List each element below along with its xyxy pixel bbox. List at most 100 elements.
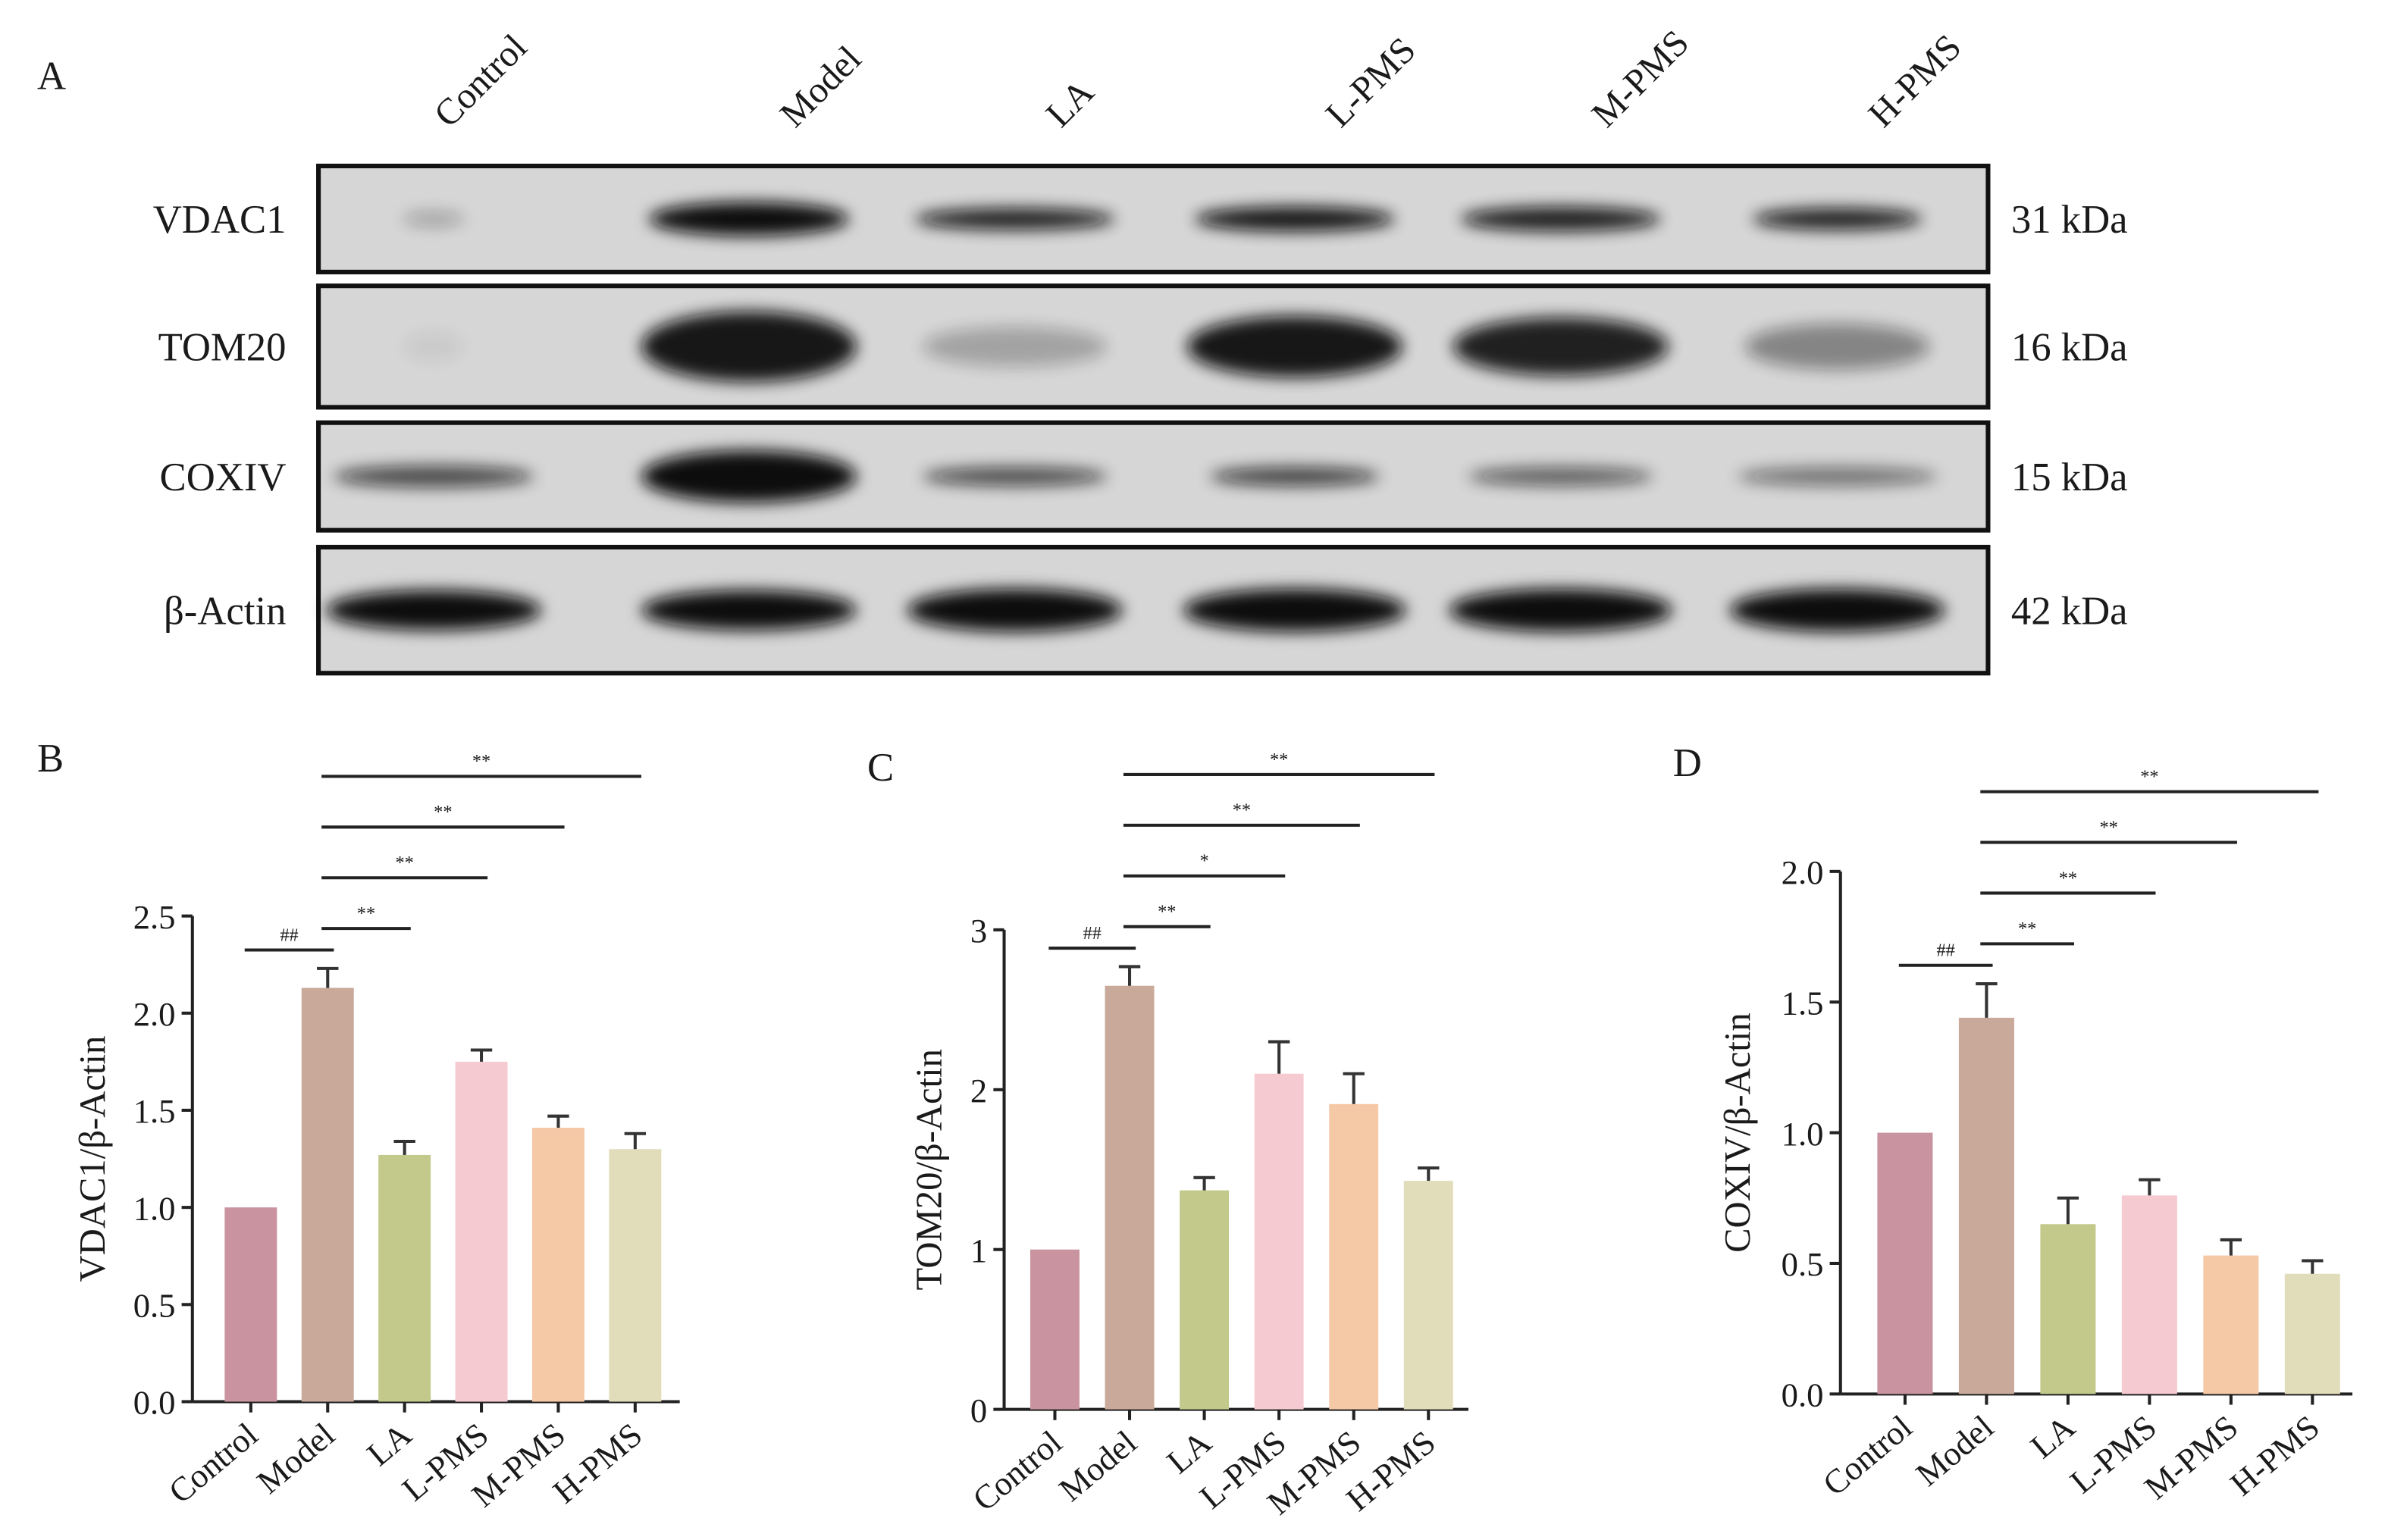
blot-strip	[316, 544, 1991, 676]
significance-text: **	[1233, 800, 1251, 821]
error-bar	[2057, 1196, 2079, 1225]
blot-band	[914, 208, 1115, 230]
blot-strip	[316, 420, 1991, 533]
x-tick-label: LA	[2023, 1407, 2082, 1466]
panel-label: D	[1673, 741, 1702, 785]
y-tick-label: 1.0	[133, 1189, 176, 1227]
significance-text: **	[395, 853, 413, 873]
x-tick-label: M-PMS	[2137, 1407, 2245, 1507]
blot-strip	[316, 163, 1991, 274]
significance-text: **	[357, 903, 375, 924]
significance-text: ##	[280, 925, 298, 945]
error-bar	[1976, 982, 1998, 1018]
error-bar	[2139, 1178, 2161, 1196]
blot-band	[649, 202, 849, 236]
significance-text: **	[2059, 868, 2077, 888]
y-tick-label: 0.5	[133, 1287, 176, 1325]
y-tick-label: 3	[970, 912, 987, 950]
error-bar	[2302, 1259, 2324, 1274]
protein-label: VDAC1	[153, 198, 287, 242]
y-tick-label: 2.0	[133, 995, 176, 1033]
bar	[1254, 1073, 1304, 1410]
bar	[1403, 1181, 1453, 1410]
protein-label: COXIV	[160, 455, 287, 499]
y-tick-label: 2.0	[1782, 853, 1824, 891]
blot-band	[641, 590, 857, 631]
error-bar	[1418, 1166, 1440, 1182]
bar	[609, 1149, 662, 1402]
x-tick-label: H-PMS	[546, 1416, 650, 1511]
error-bar	[1118, 965, 1141, 986]
error-bar	[547, 1114, 569, 1128]
bar	[531, 1128, 584, 1402]
x-tick-label: Control	[161, 1416, 265, 1511]
blot-band	[923, 467, 1108, 486]
y-tick-label: 1.5	[133, 1092, 176, 1130]
bar	[1877, 1132, 1933, 1394]
significance-text: ##	[1937, 941, 1955, 961]
y-axis-label: COXIV/β-Actin	[1717, 1013, 1758, 1253]
error-bar	[393, 1139, 415, 1155]
blot-band	[1195, 206, 1395, 232]
blot-band	[334, 465, 534, 487]
y-tick-label: 0.0	[133, 1384, 176, 1422]
blot-band	[1183, 588, 1406, 632]
blot-band	[641, 311, 857, 382]
blot-band	[1186, 315, 1402, 377]
significance-text: **	[1158, 902, 1176, 922]
bar	[2284, 1273, 2340, 1394]
bar	[1958, 1017, 2014, 1394]
bar	[1329, 1103, 1379, 1410]
x-tick-label: LA	[360, 1416, 419, 1474]
y-tick-label: 1	[970, 1232, 987, 1269]
protein-size: 15 kDa	[2011, 455, 2128, 499]
blot-strip	[316, 283, 1991, 410]
x-tick-label: Model	[1051, 1423, 1143, 1509]
bar	[301, 988, 354, 1402]
error-bar	[1343, 1072, 1365, 1104]
blot-band	[1753, 208, 1923, 230]
protein-size: 16 kDa	[2011, 326, 2128, 370]
error-bar	[2220, 1238, 2242, 1256]
lane-label: H-PMS	[1860, 27, 1969, 135]
x-tick-label: Control	[966, 1423, 1070, 1519]
panel-label: C	[867, 746, 894, 790]
blot-band	[1460, 206, 1661, 232]
blot-band	[1729, 588, 1945, 632]
blot-band	[403, 211, 465, 227]
x-tick-label: Control	[1816, 1407, 1919, 1503]
bar	[1030, 1249, 1080, 1410]
blot-band	[907, 588, 1123, 632]
significance-text: ##	[1083, 923, 1102, 944]
error-bar	[1268, 1040, 1290, 1074]
significance-text: **	[2018, 919, 2036, 939]
bar	[2040, 1224, 2096, 1394]
lane-label: LA	[1038, 71, 1102, 135]
significance-text: **	[434, 802, 452, 822]
blot-band	[1210, 467, 1380, 486]
bar	[2121, 1195, 2177, 1394]
error-bar	[624, 1132, 647, 1150]
panel-label: A	[37, 55, 66, 99]
protein-size: 42 kDa	[2011, 589, 2128, 633]
y-tick-label: 0.5	[1782, 1245, 1824, 1283]
lane-label: L-PMS	[1318, 30, 1424, 136]
significance-text: **	[2099, 817, 2117, 837]
blot-band	[403, 331, 465, 362]
y-tick-label: 1.5	[1782, 984, 1824, 1022]
bar	[1180, 1190, 1230, 1410]
significance-text: **	[472, 751, 490, 772]
bar	[1105, 985, 1155, 1410]
blot-band	[1449, 588, 1672, 632]
bar	[224, 1207, 277, 1402]
y-axis-label: VDAC1/β-Actin	[72, 1036, 113, 1282]
error-bar	[470, 1048, 493, 1062]
x-tick-label: Model	[249, 1416, 341, 1501]
y-axis-label: TOM20/β-Actin	[908, 1049, 949, 1290]
error-bar	[1193, 1175, 1215, 1191]
blot-band	[1745, 323, 1930, 370]
error-bar	[317, 966, 339, 988]
bar	[2203, 1255, 2259, 1394]
blot-band	[1468, 467, 1653, 486]
